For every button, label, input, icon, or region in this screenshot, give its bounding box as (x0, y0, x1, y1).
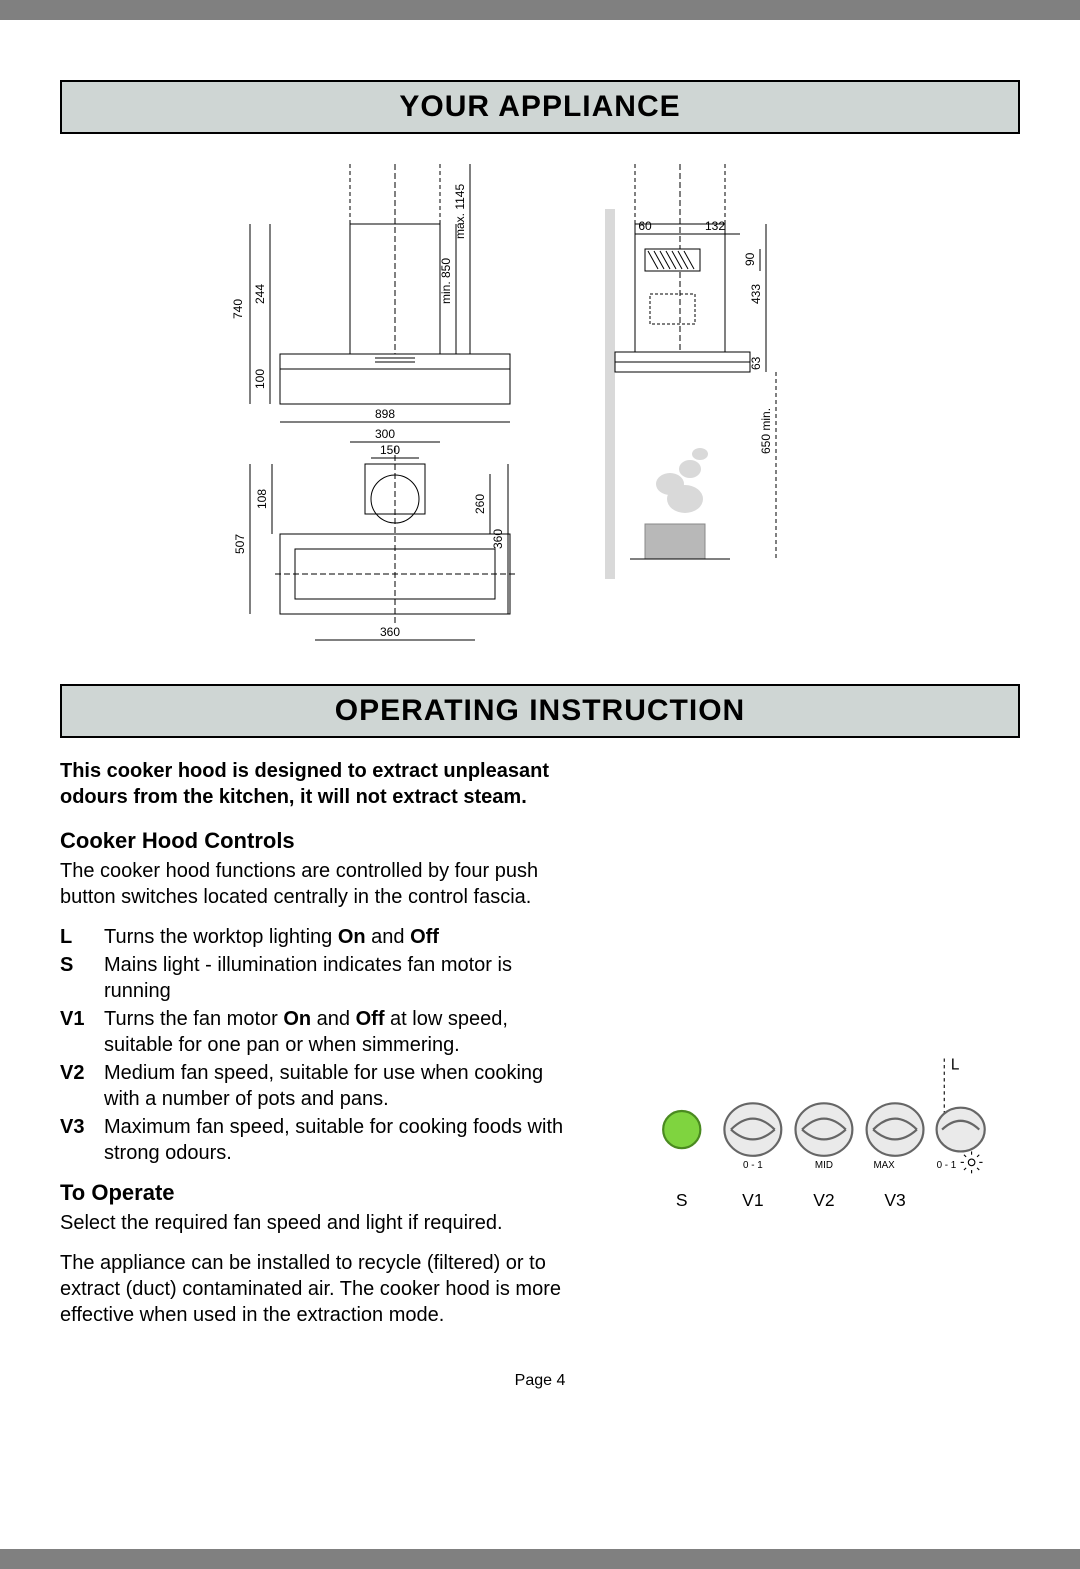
control-text: Turns the fan motor On and Off at low sp… (104, 1006, 566, 1058)
dim-260: 260 (473, 494, 487, 514)
label-V1: V1 (742, 1190, 763, 1210)
controls-heading: Cooker Hood Controls (60, 828, 566, 854)
dim-108: 108 (255, 489, 269, 509)
banner-your-appliance: YOUR APPLIANCE (60, 80, 1020, 134)
dim-63: 63 (749, 356, 763, 370)
t: On (338, 926, 366, 948)
operate-p1: Select the required fan speed and light … (60, 1210, 566, 1236)
control-text: Medium fan speed, suitable for use when … (104, 1060, 566, 1112)
control-row-v3: V3 Maximum fan speed, suitable for cooki… (60, 1114, 566, 1166)
led-icon (663, 1110, 700, 1147)
dim-60: 60 (638, 219, 652, 233)
control-key: V2 (60, 1060, 104, 1112)
t: Turns the fan motor (104, 1008, 283, 1030)
rocker-button[interactable] (937, 1107, 985, 1151)
sublabel-max: MAX (873, 1159, 895, 1170)
light-icon (961, 1151, 983, 1173)
sublabel-01: 0 - 1 (743, 1159, 763, 1170)
control-key: S (60, 952, 104, 1004)
dim-507: 507 (233, 534, 247, 554)
controls-list: L Turns the worktop lighting On and Off … (60, 924, 566, 1166)
rocker-button[interactable] (724, 1103, 781, 1156)
dim-360a: 360 (491, 529, 505, 549)
dim-90: 90 (743, 252, 757, 266)
control-row-v2: V2 Medium fan speed, suitable for use wh… (60, 1060, 566, 1112)
operate-p2: The appliance can be installed to recycl… (60, 1250, 566, 1328)
operate-heading: To Operate (60, 1180, 566, 1206)
intro-paragraph: This cooker hood is designed to extract … (60, 758, 566, 810)
controls-paragraph: The cooker hood functions are controlled… (60, 858, 566, 910)
rocker-button[interactable] (796, 1103, 853, 1156)
dim-150: 150 (380, 443, 400, 457)
t: On (283, 1008, 311, 1030)
control-row-s: S Mains light - illumination indicates f… (60, 952, 566, 1004)
dim-300: 300 (375, 427, 395, 441)
text-column: This cooker hood is designed to extract … (60, 758, 566, 1342)
dim-max1145: max. 1145 (453, 184, 467, 239)
dimensions-diagram: 740 244 100 max. 1145 min. 850 898 (60, 154, 1020, 684)
banner-operating-instruction: OPERATING INSTRUCTION (60, 684, 1020, 738)
t: Off (356, 1008, 385, 1030)
t: and (311, 1008, 355, 1030)
label-V2: V2 (813, 1190, 834, 1210)
dim-740: 740 (231, 299, 245, 319)
dim-min850: min. 850 (439, 258, 453, 304)
t: Off (410, 926, 439, 948)
rocker-button[interactable] (867, 1103, 924, 1156)
dim-650min: 650 min. (759, 408, 773, 454)
label-S: S (676, 1190, 688, 1210)
control-text: Turns the worktop lighting On and Off (104, 924, 566, 950)
dim-360b: 360 (380, 625, 400, 639)
control-row-l: L Turns the worktop lighting On and Off (60, 924, 566, 950)
dim-898: 898 (375, 407, 395, 421)
page-number: Page 4 (60, 1372, 1020, 1390)
dim-100: 100 (253, 369, 267, 389)
dim-433: 433 (749, 284, 763, 304)
control-key: L (60, 924, 104, 950)
t: and (366, 926, 410, 948)
dim-132: 132 (705, 219, 725, 233)
control-text: Mains light - illumination indicates fan… (104, 952, 566, 1004)
label-L: L (951, 1056, 960, 1073)
t: Turns the worktop lighting (104, 926, 338, 948)
label-V3: V3 (884, 1190, 905, 1210)
sublabel-01b: 0 - 1 (937, 1159, 957, 1170)
control-key: V1 (60, 1006, 104, 1058)
control-text: Maximum fan speed, suitable for cooking … (104, 1114, 566, 1166)
control-row-v1: V1 Turns the fan motor On and Off at low… (60, 1006, 566, 1058)
dim-244: 244 (253, 284, 267, 304)
control-panel-figure: L 0 - 1 MID (606, 758, 1020, 1342)
manual-page: YOUR APPLIANCE 740 (0, 20, 1080, 1549)
control-key: V3 (60, 1114, 104, 1166)
content-columns: This cooker hood is designed to extract … (60, 758, 1020, 1342)
sublabel-mid: MID (815, 1159, 833, 1170)
